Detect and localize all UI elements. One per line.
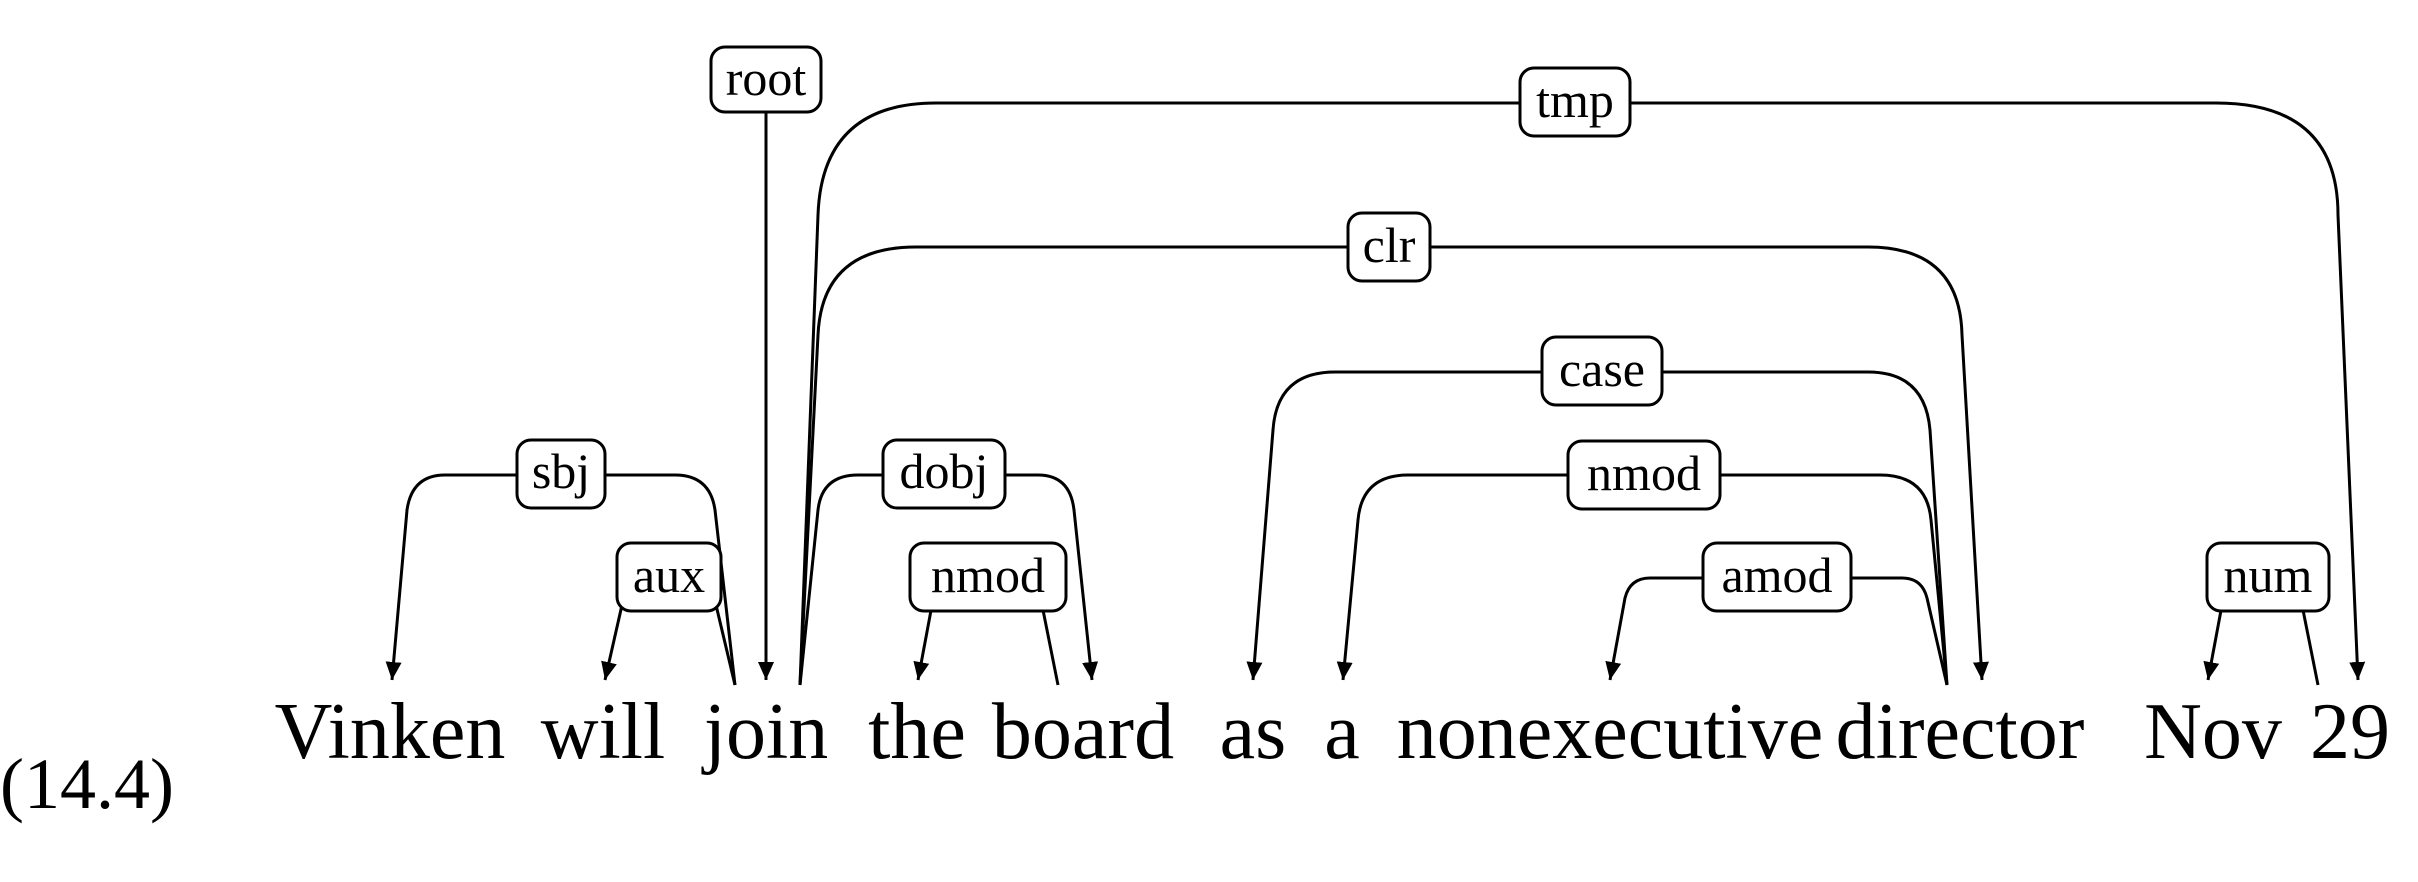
arc-nmod-board [1040,604,1060,686]
word-nonexecutive: nonexecutive [1397,688,1823,776]
arc-sbj [385,473,737,686]
word-board: board [992,688,1174,776]
arc-aux-arrow [601,604,624,681]
word-the: the [868,688,966,776]
label-aux: aux [615,541,723,613]
sentence: Vinken will join the board as a nonexecu… [275,688,2390,776]
label-amod-text: amod [1721,547,1832,603]
word-a: a [1324,688,1360,776]
label-tmp-text: tmp [1536,72,1614,128]
label-dobj: dobj [881,438,1007,510]
label-tmp: tmp [1518,66,1632,138]
label-dobj-text: dobj [900,443,989,499]
label-sbj-text: sbj [532,443,590,499]
label-case: case [1540,335,1664,407]
label-clr-text: clr [1363,217,1416,273]
arc-nmod-board-arrow [913,604,934,681]
label-root-text: root [726,50,807,106]
word-vinken: Vinken [275,688,506,776]
label-nmod-board-text: nmod [931,547,1045,603]
label-root: root [709,45,823,114]
arc-dobj [798,473,1099,686]
label-nmod-director-text: nmod [1587,445,1701,501]
label-nmod-board: nmod [908,541,1068,613]
label-aux-text: aux [633,547,705,603]
word-join: join [701,688,828,776]
arc-num-arrow [2203,604,2224,681]
label-case-text: case [1559,341,1645,397]
label-num: num [2205,541,2331,613]
label-amod: amod [1701,541,1853,613]
label-clr: clr [1346,211,1432,283]
arc-aux [714,604,737,686]
label-num-text: num [2224,547,2313,603]
label-sbj: sbj [515,438,607,510]
word-director: director [1836,688,2085,776]
example-number: (14.4) [0,744,174,824]
label-nmod-director: nmod [1566,439,1722,511]
arc-num [2300,604,2320,686]
word-29: 29 [2310,688,2390,776]
labels: root tmp clr case nmod amod sbj aux [515,45,2331,613]
word-as: as [1220,688,1287,776]
word-nov: Nov [2144,688,2282,776]
word-will: will [541,688,665,776]
